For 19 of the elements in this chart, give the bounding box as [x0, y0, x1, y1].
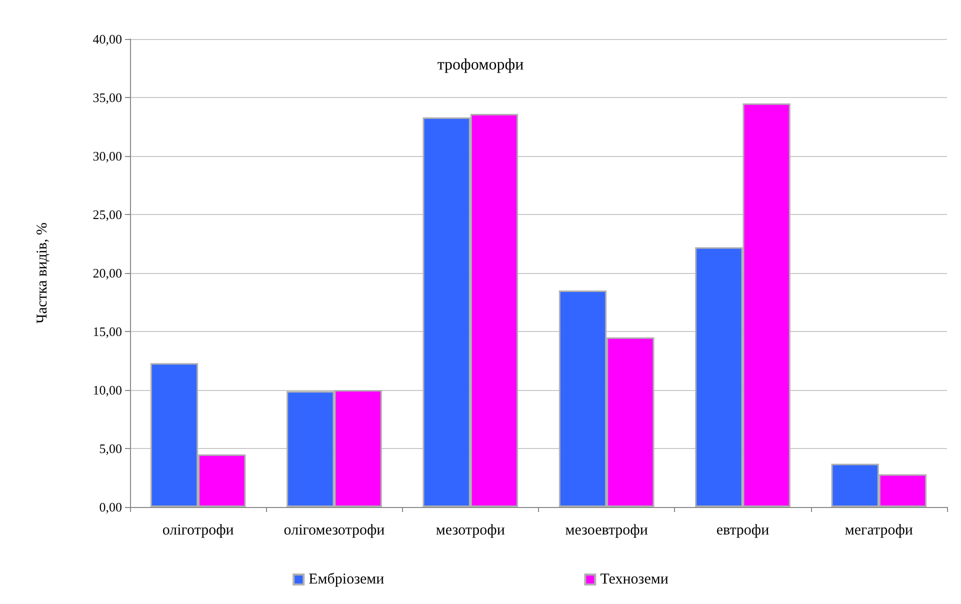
y-tick-label: 30,00: [92, 148, 122, 164]
legend-label: Техноземи: [600, 572, 668, 588]
y-tick-label: 0,00: [99, 500, 122, 514]
y-tick-label: 10,00: [92, 382, 122, 398]
x-tick-label: евтрофи: [716, 522, 770, 538]
x-tick-label: мегатрофи: [844, 522, 913, 538]
y-tick-label: 5,00: [99, 441, 122, 456]
y-axis-title: Частка видів, %: [34, 222, 50, 324]
y-tick-label: 15,00: [92, 324, 122, 339]
y-tick-label: 35,00: [92, 90, 122, 105]
x-tick-label: мезотрофи: [436, 522, 505, 538]
y-tick-label: 20,00: [92, 266, 122, 280]
x-tick-label: оліготрофи: [162, 522, 234, 538]
y-tick-label: 40,00: [92, 32, 122, 46]
legend-label: Ембріоземи: [308, 572, 384, 588]
y-tick-label: 25,00: [92, 207, 122, 222]
x-tick-label: олігомезотрофи: [284, 522, 385, 538]
x-tick-label: мезоевтрофи: [565, 522, 648, 538]
text: трофоморфи: [437, 56, 524, 74]
